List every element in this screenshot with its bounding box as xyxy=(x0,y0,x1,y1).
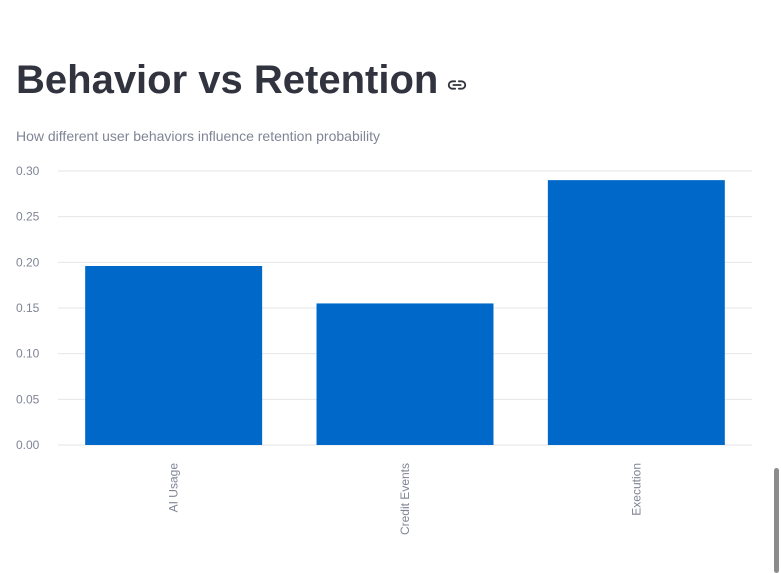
chart-subtitle: How different user behaviors influence r… xyxy=(16,128,380,144)
y-tick-label: 0.15 xyxy=(16,301,40,315)
x-tick-label: Execution xyxy=(629,463,643,516)
x-tick-label: AI Usage xyxy=(167,463,181,513)
page-scrollbar[interactable] xyxy=(774,468,779,573)
bar-chart-svg: 0.00 0.05 0.10 0.15 0.20 0.25 0.30 AI Usage Cred… xyxy=(16,164,752,535)
y-tick-label: 0.25 xyxy=(16,210,40,224)
y-tick-label: 0.00 xyxy=(16,438,40,452)
y-tick-label: 0.30 xyxy=(16,164,40,178)
x-tick-label: Credit Events xyxy=(398,463,412,535)
y-tick-label: 0.20 xyxy=(16,255,40,269)
y-tick-label: 0.10 xyxy=(16,347,40,361)
bar-execution xyxy=(547,180,725,445)
link-icon[interactable] xyxy=(446,74,468,96)
y-tick-label: 0.05 xyxy=(16,392,40,406)
page-title-text: Behavior vs Retention xyxy=(16,58,439,102)
bar-ai-usage xyxy=(85,265,263,445)
bar-chart: 0.00 0.05 0.10 0.15 0.20 0.25 0.30 AI Usage Cred… xyxy=(0,160,781,560)
bar-credit-events xyxy=(316,303,494,445)
page-title: Behavior vs Retention xyxy=(16,58,468,103)
